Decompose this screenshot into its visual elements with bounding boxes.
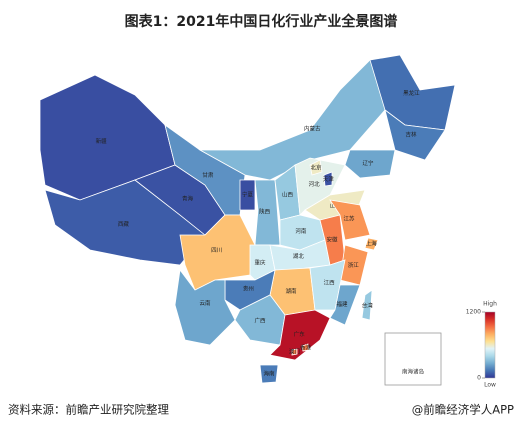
- province-label: 辽宁: [362, 159, 374, 167]
- province-label: 云南: [199, 299, 211, 307]
- province-label: 宁夏: [242, 191, 254, 199]
- province-label: 甘肃: [202, 171, 214, 179]
- provinces: 新疆西藏青海甘肃内蒙古黑龙江吉林辽宁宁夏陕西山西河北北京天津山东河南四川重庆湖北…: [39, 54, 456, 384]
- province-label: 福建: [336, 300, 348, 308]
- province-label: 重庆: [254, 259, 266, 267]
- province-label: 湖南: [285, 287, 297, 295]
- province-label: 台湾: [362, 301, 374, 309]
- province-label: 江西: [324, 280, 336, 287]
- inset-frame: [384, 332, 442, 386]
- colorbar-tick-label: 1200: [466, 309, 481, 316]
- province: [259, 364, 279, 384]
- province-label: 黑龙江: [403, 89, 420, 97]
- province-label: 西藏: [118, 220, 130, 228]
- province-label: 湖北: [293, 252, 305, 260]
- province-label: 香港: [300, 343, 312, 351]
- province: [329, 284, 361, 326]
- province: [384, 109, 446, 161]
- title: 图表1：2021年中国日化行业产业全景图谱: [125, 13, 398, 30]
- province: [301, 343, 310, 352]
- colorbar-bar: [484, 311, 496, 379]
- province-label: 北京: [310, 164, 322, 172]
- province: [361, 289, 373, 321]
- province-label: 四川: [211, 247, 222, 254]
- province-label: 河南: [295, 227, 307, 235]
- province-label: 江苏: [343, 215, 355, 223]
- province-label: 青海: [182, 195, 194, 203]
- province-label: 新疆: [96, 137, 108, 145]
- colorbar-tick-label: 0: [477, 375, 481, 382]
- province-label: 天津: [323, 176, 335, 183]
- source: 资料来源：前瞻产业研究院整理: [8, 403, 169, 417]
- province-label: 浙江: [348, 261, 360, 269]
- province: [364, 237, 379, 251]
- province-label: 山西: [282, 191, 294, 199]
- province-label: 广东: [294, 330, 306, 338]
- province: [309, 159, 323, 176]
- province: [291, 348, 298, 356]
- legend-high: High: [483, 301, 497, 308]
- province-label: 上海: [366, 240, 378, 248]
- province-label: 陕西: [259, 208, 271, 216]
- province-label: 广西: [254, 316, 266, 324]
- province: [329, 199, 371, 241]
- province: [239, 179, 256, 211]
- province-label: 河北: [309, 180, 321, 188]
- province: [174, 268, 236, 346]
- province: [323, 171, 333, 187]
- inset-label: 南海诸岛: [402, 368, 425, 376]
- province: [344, 149, 396, 179]
- legend-low: Low: [484, 382, 496, 389]
- province-label: 贵州: [243, 285, 254, 293]
- province-label: 内蒙古: [304, 125, 321, 133]
- credit: @前瞻经济学人APP: [412, 403, 514, 417]
- province-label: 澳门: [289, 348, 300, 356]
- province-label: 海南: [263, 369, 275, 377]
- province-label: 安徽: [326, 236, 338, 244]
- province-label: 吉林: [405, 131, 417, 139]
